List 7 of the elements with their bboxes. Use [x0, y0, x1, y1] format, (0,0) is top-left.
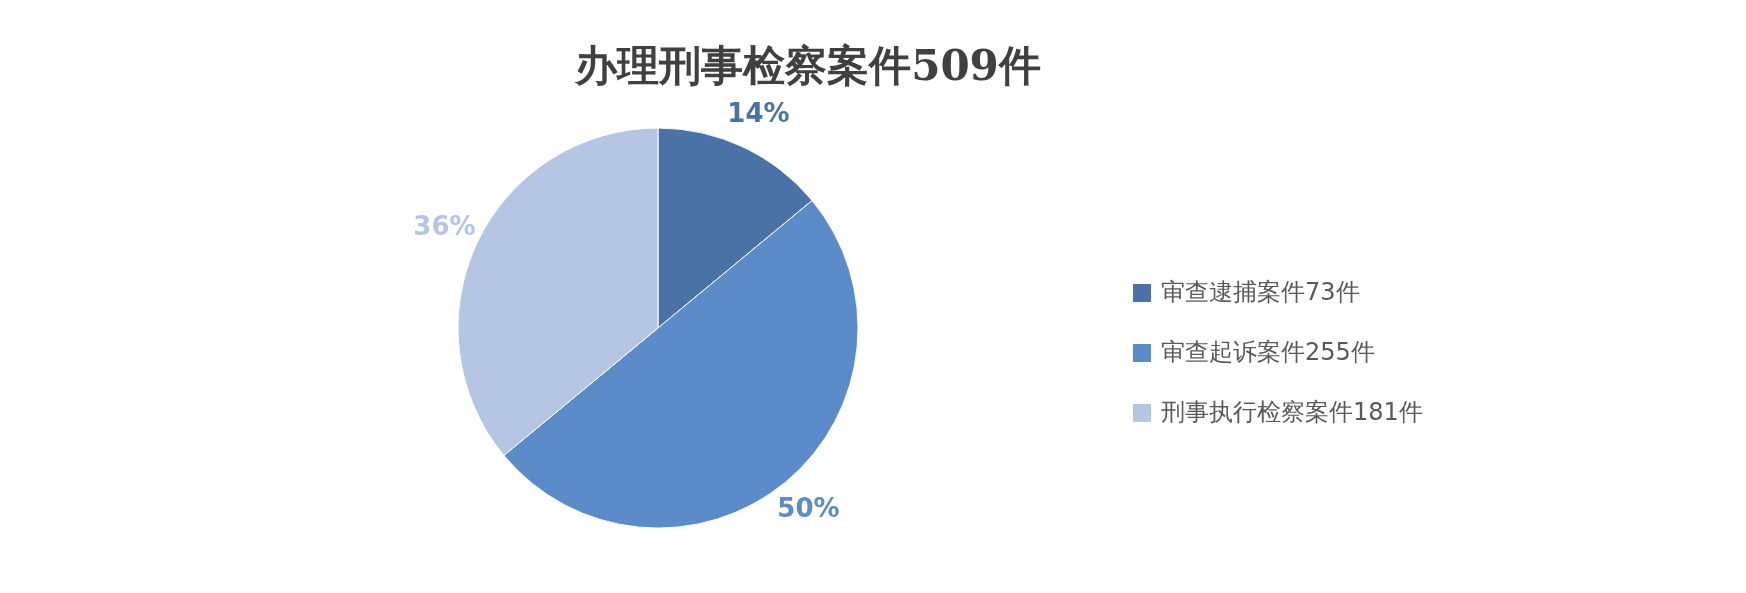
data-label: 50%	[777, 493, 840, 524]
legend-label: 刑事执行检察案件181件	[1161, 398, 1423, 426]
data-label: 36%	[413, 211, 476, 242]
data-label: 14%	[727, 97, 790, 128]
legend-label: 审查逮捕案件73件	[1161, 278, 1360, 306]
legend-label: 审查起诉案件255件	[1161, 338, 1375, 366]
chart-title: 办理刑事检察案件509件	[574, 41, 1041, 90]
